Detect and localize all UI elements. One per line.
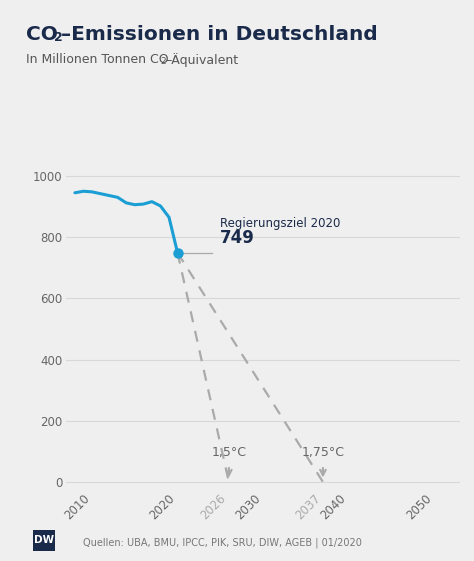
Text: CO: CO	[26, 25, 58, 44]
Text: –Emissionen in Deutschland: –Emissionen in Deutschland	[61, 25, 377, 44]
Text: Regierungsziel 2020: Regierungsziel 2020	[220, 217, 341, 230]
Text: In Millionen Tonnen CO: In Millionen Tonnen CO	[26, 53, 169, 66]
Text: 749: 749	[220, 229, 255, 247]
Text: 2: 2	[54, 31, 62, 44]
Text: –Äquivalent: –Äquivalent	[165, 53, 238, 67]
Text: 1,75°C: 1,75°C	[301, 446, 345, 459]
Text: 1,5°C: 1,5°C	[211, 446, 246, 459]
Text: Quellen: UBA, BMU, IPCC, PIK, SRU, DIW, AGEB | 01/2020: Quellen: UBA, BMU, IPCC, PIK, SRU, DIW, …	[83, 537, 362, 548]
Text: 2: 2	[160, 57, 166, 66]
Text: DW: DW	[34, 535, 54, 545]
